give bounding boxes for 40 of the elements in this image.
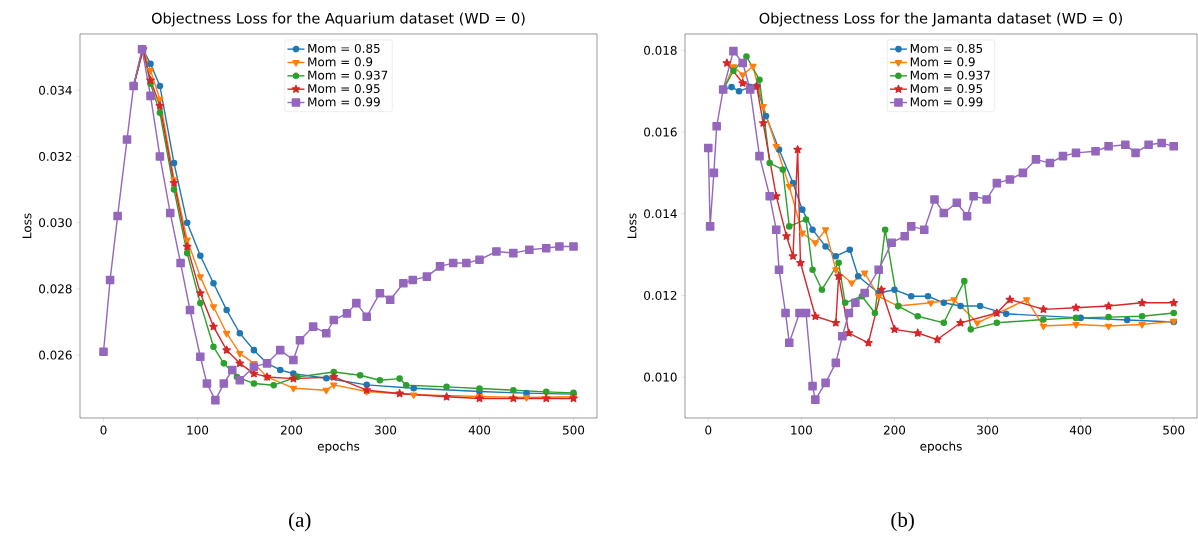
x-tick-label: 0 <box>705 425 712 435</box>
x-tick-label: 0 <box>100 425 107 435</box>
legend-label: Mom = 0.99 <box>910 97 983 107</box>
legend-label: Mom = 0.9 <box>910 57 975 67</box>
legend-label: Mom = 0.9 <box>308 57 373 67</box>
legend-label: Mom = 0.937 <box>910 70 990 80</box>
y-tick-label: 0.032 <box>39 151 72 161</box>
x-axis-title: epochs <box>920 441 962 453</box>
legend-label: Mom = 0.85 <box>910 43 983 53</box>
legend-label: Mom = 0.95 <box>308 83 380 94</box>
y-tick-label: 0.028 <box>39 284 72 294</box>
y-tick-label: 0.030 <box>39 218 72 228</box>
legend-label: Mom = 0.99 <box>308 97 380 107</box>
y-tick-label: 0.018 <box>644 45 677 55</box>
x-tick-label: 400 <box>1069 425 1092 435</box>
x-tick-label: 200 <box>883 425 906 435</box>
x-tick-label: 300 <box>375 425 397 435</box>
y-tick-label: 0.026 <box>39 350 72 360</box>
y-axis-title: Loss <box>627 213 637 238</box>
y-tick-label: 0.014 <box>644 209 677 219</box>
legend-label: Mom = 0.85 <box>308 43 380 53</box>
x-tick-label: 500 <box>1163 425 1185 435</box>
x-tick-label: 100 <box>187 425 209 435</box>
x-tick-label: 300 <box>977 425 999 435</box>
x-tick-label: 200 <box>280 425 303 435</box>
y-axis-title: Loss <box>22 213 32 238</box>
y-tick-label: 0.012 <box>644 290 677 300</box>
chart-title: Objectness Loss for the Jamanta dataset (WD = 0) <box>759 12 1122 27</box>
y-tick-label: 0.034 <box>39 85 72 95</box>
x-tick-label: 400 <box>468 425 491 435</box>
x-tick-label: 500 <box>563 425 585 435</box>
legend-label: Mom = 0.95 <box>910 84 983 94</box>
y-tick-label: 0.010 <box>644 372 677 382</box>
text: (a) <box>289 512 311 532</box>
legend-label: Mom = 0.937 <box>308 70 388 80</box>
x-tick-label: 100 <box>791 425 812 435</box>
x-axis-title: epochs <box>317 441 360 453</box>
text: (b) <box>891 512 914 532</box>
y-tick-label: 0.016 <box>644 127 677 137</box>
chart-title: Objectness Loss for the Aquarium dataset (WD = 0) <box>151 12 525 27</box>
